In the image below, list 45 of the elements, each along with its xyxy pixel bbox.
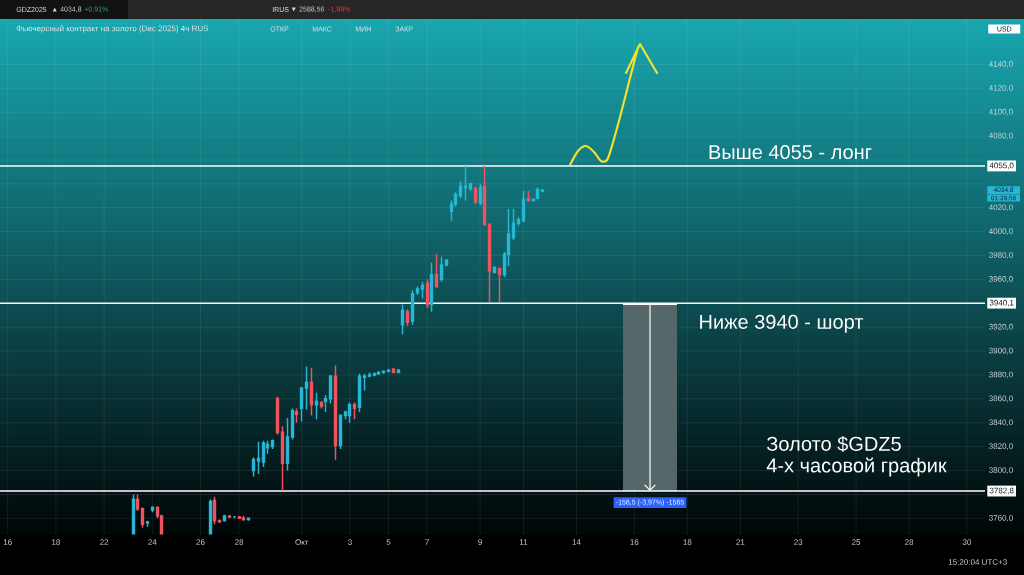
annotation: Золото $GDZ5 [766,435,901,453]
x-tick-label: 16 [630,539,639,545]
y-tick-label: 3900,0 [989,347,1013,355]
annotation: 4-х часовой график [766,457,947,477]
y-tick-label: 3960,0 [989,276,1013,283]
y-tick-label: 4120,0 [988,84,1013,92]
annotation: Выше 4055 - лонг [709,144,872,160]
x-tick-label: 25 [851,539,861,545]
y-tick-label: 3840,0 [989,419,1013,427]
x-tick-label: 18 [683,539,692,545]
ref-line-label: 3940,1 [989,299,1014,307]
y-tick-label: 3980,0 [989,252,1013,259]
x-tick-label: 30 [962,539,972,545]
x-tick-label: 18 [52,539,61,545]
x-tick-label: 5 [386,539,391,545]
x-tick-label: Окт [295,539,309,545]
y-tick-label: 3880,0 [989,371,1013,379]
x-tick-label: 11 [519,539,528,545]
annotation: Ниже 3940 - шорт [700,314,864,333]
y-tick-label: 3800,0 [989,467,1013,474]
ref-line-label: 4055,0 [989,162,1014,170]
y-tick-label: 3760,0 [989,514,1013,522]
y-tick-label: 3820,0 [989,443,1013,450]
y-tick-label: 4140,0 [988,61,1013,68]
y-tick-label: 4080,0 [988,132,1013,140]
x-tick-label: 7 [425,539,429,545]
x-tick-label: 26 [196,539,205,545]
y-tick-label: 4020,0 [988,204,1013,212]
y-tick-label: 4000,0 [988,228,1013,235]
x-tick-label: 24 [148,539,157,545]
x-tick-label: 28 [905,539,914,545]
x-tick-label: 23 [794,539,803,545]
y-tick-label: 4100,0 [988,108,1013,116]
x-tick-label: 9 [478,539,482,545]
text: Фьючерсный контракт на золото (Dec 2025) 4ч RUS [16,25,209,33]
y-tick-label: 3920,0 [989,323,1013,331]
x-tick-label: 21 [736,539,745,545]
ref-line-label: 3782,8 [989,487,1014,495]
x-tick-label: 16 [3,539,12,545]
x-tick-label: 3 [348,539,352,545]
text: 15:20:04 UTC+3 [948,559,1007,565]
x-tick-label: 22 [100,539,109,545]
y-tick-label: 3860,0 [989,395,1013,403]
x-tick-label: 28 [235,539,244,545]
x-tick-label: 14 [572,539,581,545]
